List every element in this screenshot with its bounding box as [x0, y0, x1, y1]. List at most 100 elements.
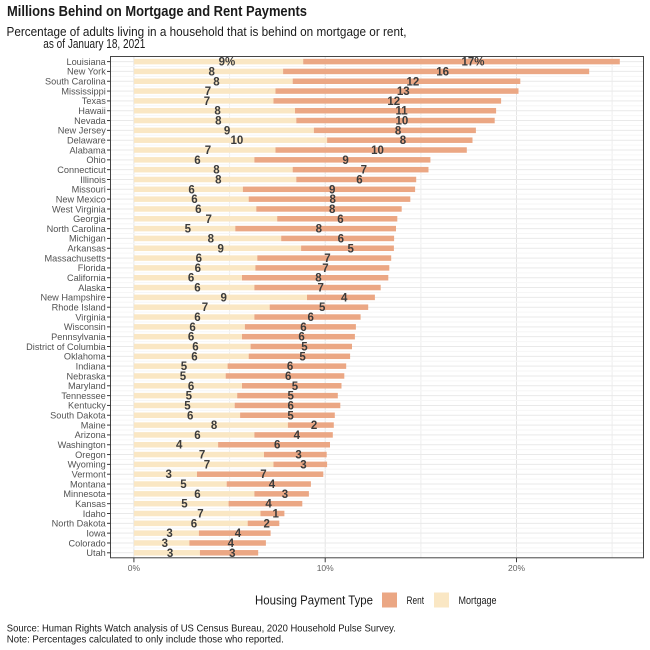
svg-text:West Virginia: West Virginia — [52, 204, 107, 214]
svg-text:3: 3 — [162, 538, 168, 550]
svg-text:9: 9 — [342, 155, 348, 167]
svg-text:6: 6 — [191, 518, 197, 530]
svg-text:8: 8 — [213, 165, 220, 177]
svg-text:8: 8 — [329, 204, 336, 216]
svg-text:Massachusetts: Massachusetts — [45, 253, 107, 263]
svg-text:New Mexico: New Mexico — [56, 194, 106, 204]
svg-text:6: 6 — [287, 361, 293, 373]
svg-text:Note: Percentages calculated t: Note: Percentages calculated to only inc… — [7, 633, 284, 645]
svg-text:5: 5 — [185, 224, 192, 236]
svg-text:Arkansas: Arkansas — [67, 244, 106, 254]
svg-text:Kentucky: Kentucky — [68, 401, 106, 411]
svg-text:6: 6 — [337, 214, 343, 226]
svg-text:Kansas: Kansas — [75, 499, 106, 509]
svg-text:10%: 10% — [317, 563, 334, 573]
svg-text:Michigan: Michigan — [69, 234, 106, 244]
svg-text:6: 6 — [300, 322, 306, 334]
svg-text:5: 5 — [292, 381, 299, 393]
svg-text:7: 7 — [324, 253, 330, 265]
svg-text:8: 8 — [330, 194, 337, 206]
svg-text:5: 5 — [181, 361, 188, 373]
svg-text:6: 6 — [188, 332, 194, 344]
svg-text:North Carolina: North Carolina — [47, 224, 107, 234]
svg-text:0%: 0% — [128, 563, 141, 573]
svg-text:Mississippi: Mississippi — [61, 86, 105, 96]
svg-text:6: 6 — [196, 253, 202, 265]
svg-text:7: 7 — [322, 263, 328, 275]
svg-text:6: 6 — [194, 489, 200, 501]
svg-text:4: 4 — [294, 430, 301, 442]
svg-text:Georgia: Georgia — [73, 214, 107, 224]
svg-text:8: 8 — [213, 76, 220, 88]
svg-text:6: 6 — [194, 312, 200, 324]
svg-text:7: 7 — [202, 302, 208, 314]
svg-text:New Hampshire: New Hampshire — [40, 293, 105, 303]
svg-text:3: 3 — [166, 469, 172, 481]
svg-text:Florida: Florida — [78, 263, 107, 273]
svg-text:1: 1 — [273, 509, 280, 521]
svg-text:6: 6 — [356, 174, 362, 186]
svg-text:6: 6 — [188, 273, 194, 285]
svg-text:12: 12 — [407, 76, 420, 88]
svg-text:Connecticut: Connecticut — [57, 165, 106, 175]
svg-text:7: 7 — [197, 509, 203, 521]
svg-text:5: 5 — [299, 351, 306, 363]
svg-text:Delaware: Delaware — [67, 135, 106, 145]
svg-text:6: 6 — [338, 233, 344, 245]
svg-text:Utah: Utah — [86, 548, 105, 558]
svg-text:3: 3 — [167, 548, 173, 560]
svg-text:9: 9 — [221, 292, 227, 304]
svg-text:3: 3 — [295, 450, 301, 462]
svg-text:8: 8 — [215, 174, 222, 186]
svg-text:Nevada: Nevada — [74, 116, 107, 126]
svg-text:6: 6 — [298, 332, 304, 344]
svg-text:Ohio: Ohio — [86, 155, 105, 165]
svg-text:6: 6 — [192, 342, 198, 354]
svg-text:3: 3 — [166, 528, 172, 540]
svg-text:District of Columbia: District of Columbia — [26, 342, 107, 352]
svg-text:5: 5 — [288, 391, 295, 403]
svg-text:Indiana: Indiana — [76, 361, 107, 371]
svg-text:8: 8 — [209, 66, 216, 78]
svg-text:Tennessee: Tennessee — [61, 391, 105, 401]
svg-text:12: 12 — [387, 96, 400, 108]
svg-text:6: 6 — [288, 400, 294, 412]
svg-text:Millions Behind on Mortgage an: Millions Behind on Mortgage and Rent Pay… — [7, 3, 307, 20]
svg-text:Wyoming: Wyoming — [68, 460, 106, 470]
svg-text:20%: 20% — [508, 563, 525, 573]
svg-text:Montana: Montana — [70, 479, 107, 489]
svg-text:5: 5 — [180, 479, 187, 491]
svg-text:6: 6 — [189, 322, 195, 334]
svg-text:7: 7 — [204, 459, 210, 471]
svg-text:Vermont: Vermont — [72, 470, 107, 480]
svg-text:Maine: Maine — [81, 420, 106, 430]
svg-text:4: 4 — [265, 499, 272, 511]
svg-text:9: 9 — [218, 243, 224, 255]
svg-text:Alaska: Alaska — [78, 283, 106, 293]
svg-text:6: 6 — [187, 410, 193, 422]
svg-text:Missouri: Missouri — [72, 185, 106, 195]
svg-text:Texas: Texas — [82, 96, 106, 106]
svg-text:3: 3 — [229, 548, 235, 560]
svg-text:Source: Human Rights Watch ana: Source: Human Rights Watch analysis of U… — [7, 623, 396, 635]
svg-text:17%: 17% — [462, 57, 485, 69]
svg-text:5: 5 — [181, 499, 188, 511]
svg-text:Maryland: Maryland — [68, 381, 106, 391]
svg-text:6: 6 — [188, 381, 194, 393]
svg-text:Wisconsin: Wisconsin — [64, 322, 106, 332]
svg-text:as of January 18, 2021: as of January 18, 2021 — [43, 36, 145, 51]
svg-text:Virginia: Virginia — [75, 312, 106, 322]
svg-text:7: 7 — [205, 86, 211, 98]
svg-text:3: 3 — [300, 459, 306, 471]
svg-text:7: 7 — [199, 450, 205, 462]
svg-text:5: 5 — [301, 342, 308, 354]
svg-text:6: 6 — [194, 283, 200, 295]
svg-text:4: 4 — [228, 538, 235, 550]
svg-text:Mortgage: Mortgage — [459, 595, 497, 607]
svg-text:6: 6 — [191, 351, 197, 363]
svg-text:8: 8 — [211, 420, 218, 432]
svg-text:10: 10 — [231, 135, 244, 147]
svg-text:4: 4 — [235, 528, 242, 540]
svg-text:Pennsylvania: Pennsylvania — [51, 332, 107, 342]
svg-text:2: 2 — [311, 420, 317, 432]
